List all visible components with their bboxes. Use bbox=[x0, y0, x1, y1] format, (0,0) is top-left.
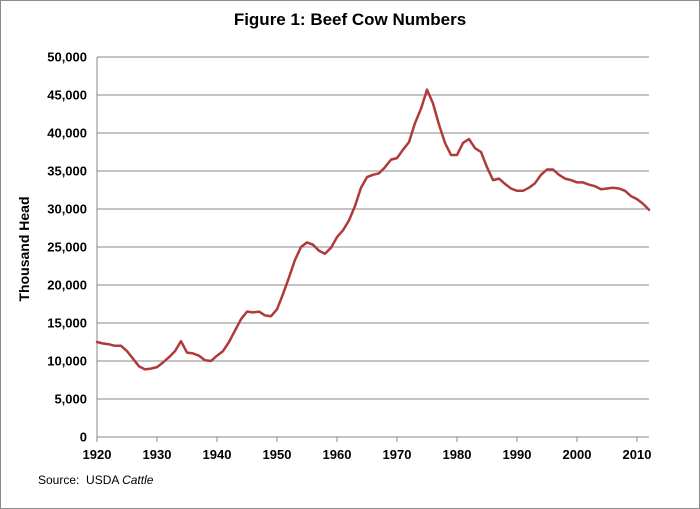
x-tick-label: 1960 bbox=[323, 447, 352, 462]
y-tick-label: 40,000 bbox=[47, 126, 87, 141]
x-tick-label: 2010 bbox=[623, 447, 652, 462]
y-tick-label: 5,000 bbox=[54, 392, 87, 407]
y-tick-label: 15,000 bbox=[47, 316, 87, 331]
x-tick-label: 1970 bbox=[383, 447, 412, 462]
y-tick-label: 0 bbox=[80, 430, 87, 445]
x-tick-labels: 1920 1930 1940 1950 1960 1970 1980 1990 2000 2010 bbox=[83, 447, 652, 462]
series-line bbox=[95, 88, 651, 371]
x-tick-label: 1990 bbox=[503, 447, 532, 462]
x-tick-label: 1940 bbox=[203, 447, 232, 462]
x-tick-label: 1930 bbox=[143, 447, 172, 462]
axes bbox=[96, 57, 649, 442]
y-tick-label: 45,000 bbox=[47, 88, 87, 103]
x-tick-label: 1980 bbox=[443, 447, 472, 462]
y-tick-label: 10,000 bbox=[47, 354, 87, 369]
source-label: Source: bbox=[38, 473, 80, 487]
y-tick-label: 35,000 bbox=[47, 164, 87, 179]
source-note: Source: USDA Cattle bbox=[38, 473, 153, 487]
x-tick-label: 1950 bbox=[263, 447, 292, 462]
grid-lines bbox=[97, 56, 649, 400]
x-tick-label: 2000 bbox=[563, 447, 592, 462]
source-text: USDA bbox=[86, 473, 119, 487]
x-tick-label: 1920 bbox=[83, 447, 112, 462]
y-tick-labels: 0 5,000 10,000 15,000 20,000 25,000 30,000 35,0… bbox=[47, 50, 87, 445]
series-group bbox=[95, 88, 651, 371]
y-axis-label: Thousand Head bbox=[16, 196, 32, 301]
y-tick-label: 25,000 bbox=[47, 240, 87, 255]
chart-title: Figure 1: Beef Cow Numbers bbox=[233, 10, 467, 29]
y-tick-label: 50,000 bbox=[47, 50, 87, 65]
y-tick-label: 20,000 bbox=[47, 278, 87, 293]
source-italic: Cattle bbox=[122, 473, 154, 487]
y-tick-label: 30,000 bbox=[47, 202, 87, 217]
